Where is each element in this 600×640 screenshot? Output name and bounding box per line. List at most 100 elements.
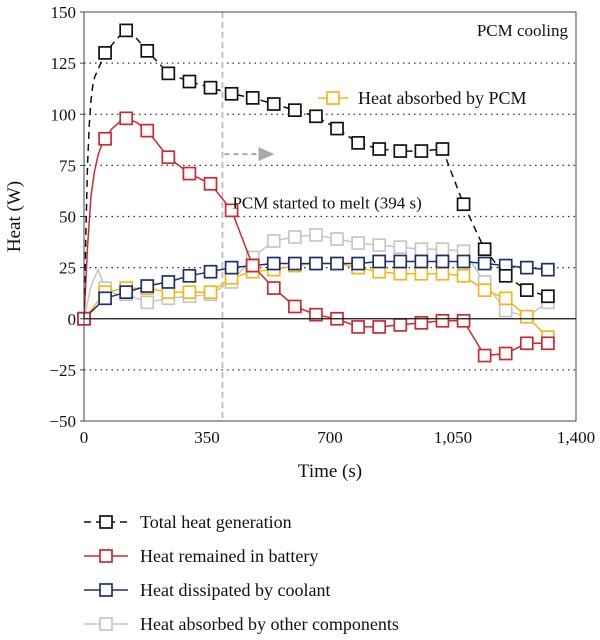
- data-point: [140, 44, 155, 58]
- data-point: [119, 23, 134, 38]
- data-point: [330, 232, 344, 246]
- data-point: [266, 281, 281, 295]
- arrow-head: [258, 147, 275, 162]
- data-point: [119, 111, 134, 126]
- data-point: [435, 313, 450, 328]
- y-tick-label: 150: [51, 3, 77, 22]
- data-point: [351, 256, 365, 271]
- y-tick-label: 100: [51, 105, 77, 124]
- data-point: [161, 66, 176, 81]
- data-point: [266, 97, 281, 111]
- data-point: [288, 230, 302, 244]
- data-point: [119, 285, 134, 300]
- data-point: [456, 197, 471, 212]
- y-tick-label: 50: [59, 208, 76, 227]
- y-tick-label: 0: [68, 310, 77, 329]
- melt-annotation: PCM started to melt (394 s): [232, 193, 421, 212]
- data-point: [203, 285, 218, 300]
- bottom-legend: Total heat generation Heat remained in ba…: [84, 512, 399, 634]
- legend-label: Total heat generation: [140, 512, 292, 532]
- y-tick-label: 125: [51, 54, 77, 73]
- y-tick-label: 25: [59, 259, 76, 278]
- data-point: [477, 256, 492, 271]
- x-tick-label: 1,400: [557, 428, 595, 447]
- data-point: [351, 136, 365, 150]
- data-point: [224, 260, 239, 275]
- data-point: [519, 260, 534, 275]
- data-point: [224, 203, 239, 218]
- data-point: [519, 309, 534, 324]
- x-axis-title: Time (s): [298, 461, 362, 482]
- legend-label: Heat dissipated by coolant: [140, 580, 330, 600]
- data-point: [456, 313, 471, 328]
- data-point: [477, 348, 492, 363]
- data-point: [330, 121, 344, 136]
- data-point: [161, 275, 176, 289]
- data-point: [288, 103, 302, 118]
- data-point: [245, 258, 260, 273]
- data-point: [372, 320, 387, 334]
- data-point: [519, 336, 534, 351]
- data-point: [435, 254, 450, 269]
- legend-label: Heat remained in battery: [140, 546, 318, 566]
- x-tick-label: 700: [317, 428, 343, 447]
- data-point: [330, 256, 344, 271]
- data-point: [140, 279, 155, 293]
- data-point: [140, 295, 155, 310]
- tick-labels: −50 −25 0 25 50 75 100 125 150 0 350 700 1,050 1,400: [49, 3, 595, 447]
- series-line: [83, 29, 549, 319]
- data-point: [414, 254, 429, 269]
- legend-marker: [99, 549, 113, 563]
- data-point: [393, 240, 408, 255]
- y-tick-label: −50: [49, 412, 76, 431]
- data-point: [435, 242, 450, 257]
- legend-marker: [99, 617, 113, 631]
- legend-marker: [326, 91, 340, 105]
- data-point: [414, 144, 429, 158]
- data-point: [309, 228, 323, 242]
- data-point: [372, 254, 387, 269]
- data-point: [224, 86, 239, 101]
- data-point: [498, 268, 513, 283]
- x-tick-label: 1,050: [434, 428, 472, 447]
- series-0: [83, 23, 555, 319]
- data-point: [309, 307, 323, 322]
- data-point: [98, 46, 112, 60]
- data-point: [182, 268, 197, 283]
- data-point: [435, 142, 450, 156]
- melt-arrow: [224, 147, 275, 162]
- data-point: [456, 268, 471, 283]
- gridlines: [84, 62, 576, 371]
- data-point: [393, 254, 408, 269]
- legend-marker: [99, 583, 113, 597]
- data-point: [435, 266, 450, 281]
- data-point: [288, 299, 302, 314]
- corner-annotation: PCM cooling: [477, 21, 569, 40]
- legend-label: Heat absorbed by other components: [140, 614, 399, 634]
- data-point: [541, 262, 555, 277]
- data-point: [266, 234, 281, 248]
- data-point: [203, 176, 218, 191]
- data-point: [203, 264, 218, 279]
- y-tick-label: 75: [59, 156, 76, 175]
- data-point: [98, 291, 112, 306]
- data-point: [203, 80, 218, 95]
- data-point: [245, 91, 260, 105]
- data-point: [456, 254, 471, 269]
- data-point: [393, 144, 408, 158]
- data-point: [98, 131, 112, 146]
- data-point: [414, 266, 429, 281]
- data-point: [393, 266, 408, 281]
- data-point: [309, 109, 323, 124]
- legend-label: Heat absorbed by PCM: [358, 88, 526, 108]
- data-point: [414, 315, 429, 330]
- y-tick-label: −25: [49, 361, 76, 380]
- data-point: [541, 336, 555, 351]
- x-tick-label: 0: [80, 428, 89, 447]
- data-point: [182, 166, 197, 181]
- data-point: [182, 285, 197, 300]
- data-point: [140, 123, 155, 138]
- x-tick-label: 350: [194, 428, 220, 447]
- data-point: [351, 236, 365, 250]
